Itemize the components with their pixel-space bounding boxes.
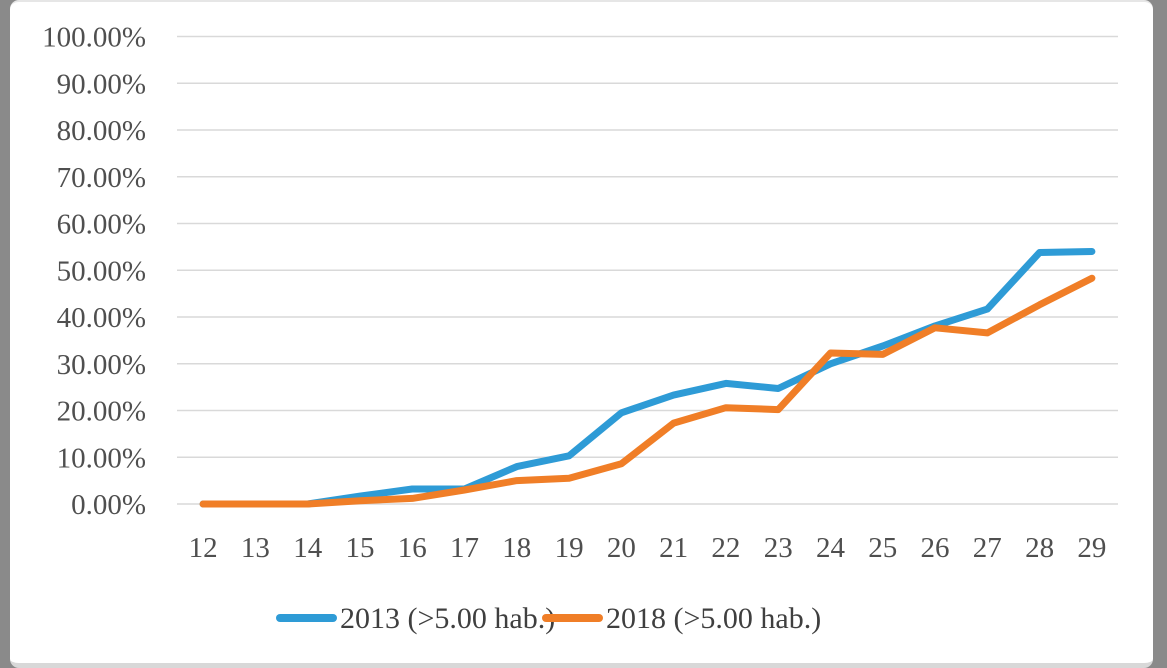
y-axis-tick-label: 100.00% — [42, 22, 146, 54]
x-axis-tick-label: 18 — [502, 532, 531, 564]
data-series — [199, 248, 1096, 508]
series-line-2018 — [199, 274, 1096, 508]
x-axis-tick-label: 26 — [921, 532, 950, 564]
x-axis-tick-label: 12 — [189, 532, 218, 564]
x-axis-tick-label: 14 — [293, 532, 323, 564]
x-axis-tick-label: 21 — [659, 532, 688, 564]
x-axis-tick-label: 13 — [241, 532, 270, 564]
legend-label: 2018 (>5.00 hab.) — [606, 602, 821, 635]
y-axis-tick-label: 50.00% — [57, 255, 146, 287]
x-axis-tick-label: 23 — [764, 532, 793, 564]
x-axis-tick-label: 29 — [1077, 532, 1106, 564]
y-axis-tick-label: 30.00% — [57, 349, 146, 381]
y-axis-tick-label: 10.00% — [57, 442, 146, 474]
y-axis-tick-label: 80.00% — [57, 115, 146, 147]
y-axis-tick-label: 60.00% — [57, 209, 146, 241]
legend-item-2018: 2018 (>5.00 hab.) — [542, 602, 821, 635]
x-axis-tick-label: 24 — [816, 532, 846, 564]
legend: 2013 (>5.00 hab.) 2018 (>5.00 hab.) — [276, 602, 821, 635]
y-axis-tick-label: 40.00% — [57, 302, 146, 334]
x-axis-tick-label: 22 — [711, 532, 740, 564]
x-axis-tick-label: 19 — [555, 532, 584, 564]
gridlines — [177, 35, 1118, 505]
y-axis-tick-labels: 0.00% 10.00% 20.00% 30.00% 40.00% 50.00% 60.00… — [42, 22, 146, 522]
x-axis-tick-label: 15 — [345, 532, 374, 564]
y-axis-tick-label: 70.00% — [57, 162, 146, 194]
x-axis-tick-label: 20 — [607, 532, 636, 564]
x-axis-tick-label: 28 — [1025, 532, 1054, 564]
y-axis-tick-label: 20.00% — [57, 396, 146, 428]
y-axis-tick-label: 0.00% — [71, 489, 146, 521]
x-axis-tick-label: 25 — [868, 532, 897, 564]
x-axis-tick-label: 17 — [450, 532, 479, 564]
x-axis-tick-labels: 12 13 14 15 16 17 18 19 20 21 22 23 24 25 26 27 28 29 — [189, 532, 1107, 564]
x-axis-tick-label: 16 — [398, 532, 427, 564]
legend-label: 2013 (>5.00 hab.) — [340, 602, 555, 635]
series-line-2013 — [199, 248, 1096, 508]
legend-item-2013: 2013 (>5.00 hab.) — [276, 602, 555, 635]
y-axis-tick-label: 90.00% — [57, 68, 146, 100]
chart-panel — [10, 0, 1153, 668]
x-axis-tick-label: 27 — [973, 532, 1002, 564]
